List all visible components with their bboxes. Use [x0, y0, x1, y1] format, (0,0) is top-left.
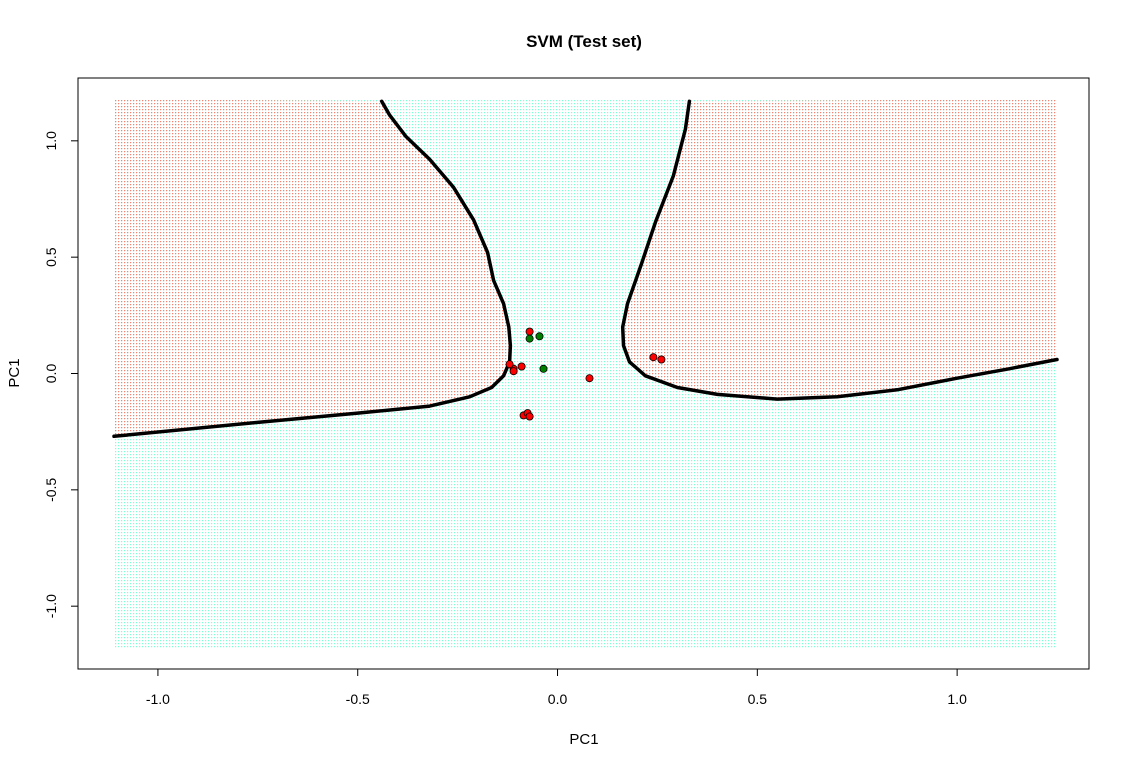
data-point-class-0 [517, 362, 526, 371]
x-tick-label: -1.0 [146, 691, 170, 707]
x-tick-label: 1.0 [947, 691, 967, 707]
y-axis-label: PC1 [6, 358, 23, 387]
data-point-class-0 [585, 374, 594, 383]
decision-regions [113, 98, 1058, 649]
x-axis-label: PC1 [569, 731, 598, 748]
region-class-0-left [113, 98, 511, 437]
y-tick-label: 1.0 [43, 131, 59, 151]
data-point-class-0 [649, 353, 658, 362]
data-point-class-0 [525, 327, 534, 336]
y-tick-label: -0.5 [43, 478, 59, 502]
data-point-class-0 [525, 412, 534, 421]
data-point-class-0 [509, 367, 518, 376]
right-boundary-line [620, 99, 1059, 401]
decision-boundaries [112, 99, 1059, 439]
x-axis: -1.0 -0.5 0.0 0.5 1.0 [146, 668, 967, 707]
data-point-class-0 [505, 360, 514, 369]
left-boundary-line [112, 99, 513, 439]
x-tick-label: 0.0 [548, 691, 568, 707]
data-points [505, 327, 666, 421]
x-tick-label: 0.5 [748, 691, 768, 707]
y-axis: -1.0 -0.5 0.0 0.5 1.0 [43, 131, 79, 618]
data-point-class-1 [525, 334, 534, 343]
y-tick-label: 0.5 [43, 247, 59, 267]
y-tick-label: 0.0 [43, 364, 59, 384]
data-point-class-1 [535, 332, 544, 341]
x-tick-label: -0.5 [346, 691, 370, 707]
chart-title: SVM (Test set) [526, 32, 642, 51]
region-class-0-right [622, 98, 1058, 400]
y-tick-label: -1.0 [43, 594, 59, 618]
data-point-class-1 [539, 364, 548, 373]
data-point-class-0 [657, 355, 666, 364]
